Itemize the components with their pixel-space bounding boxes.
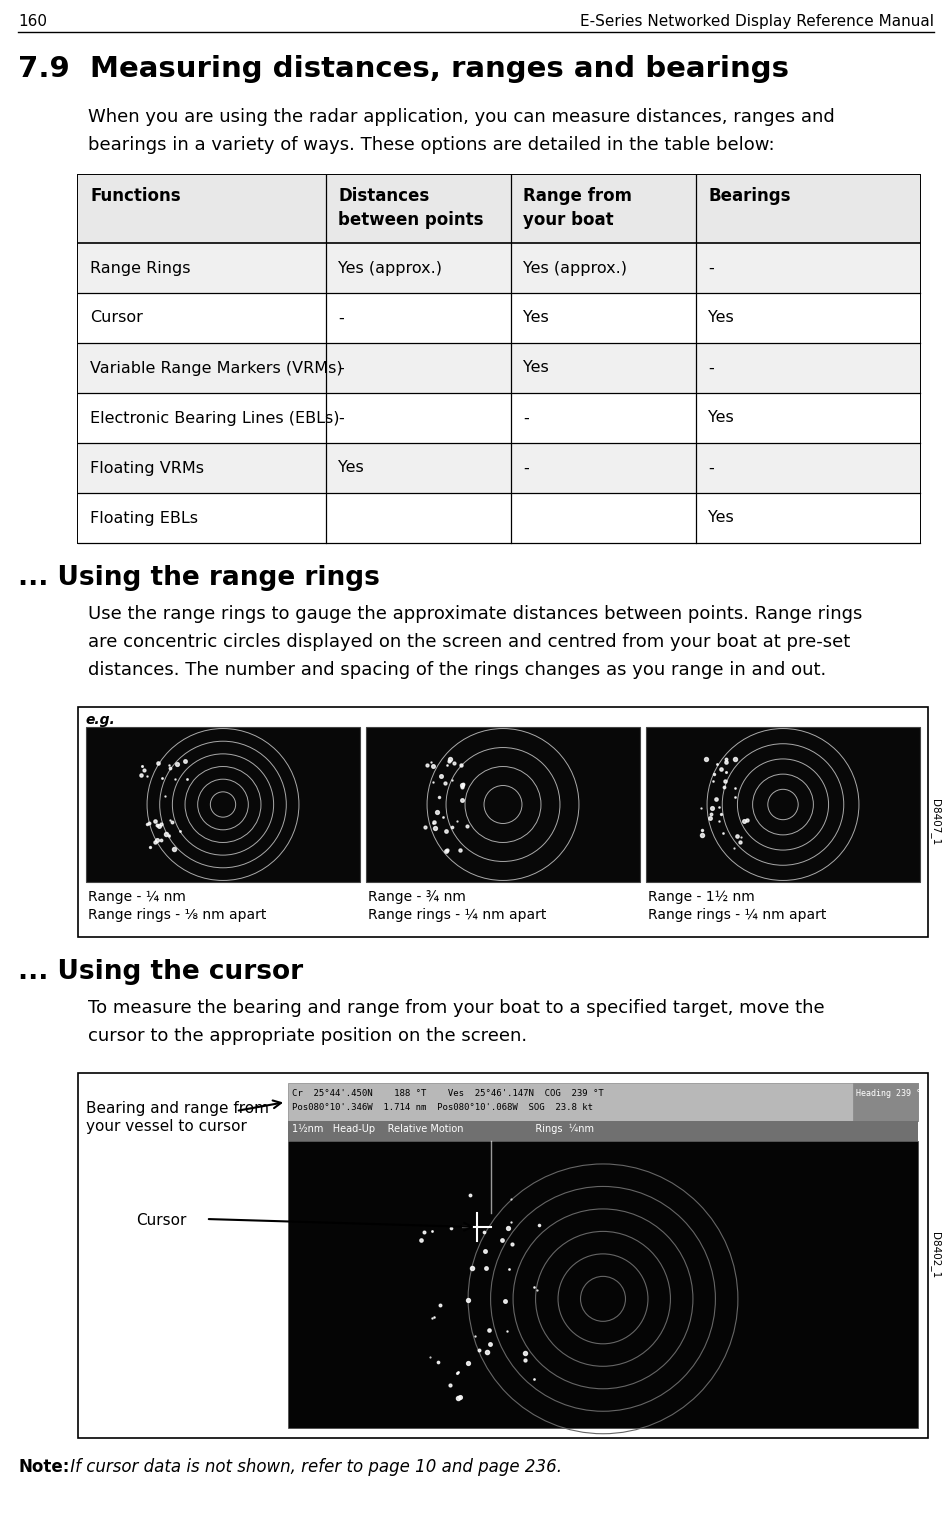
Text: If cursor data is not shown, refer to page 10 and page 236.: If cursor data is not shown, refer to pa… <box>65 1458 562 1477</box>
Text: Cursor: Cursor <box>136 1212 187 1228</box>
Text: -: - <box>708 261 714 275</box>
Text: -: - <box>338 310 344 325</box>
Bar <box>78 344 920 392</box>
Text: Bearings: Bearings <box>708 186 790 205</box>
Text: Range - ¾ nm: Range - ¾ nm <box>368 890 466 904</box>
Text: -: - <box>708 360 714 376</box>
Bar <box>78 176 920 544</box>
Text: When you are using the radar application, you can measure distances, ranges and: When you are using the radar application… <box>88 108 835 127</box>
Text: Electronic Bearing Lines (EBLs): Electronic Bearing Lines (EBLs) <box>90 411 340 426</box>
Text: -: - <box>523 461 528 475</box>
Text: e.g.: e.g. <box>86 713 116 727</box>
Text: Note:: Note: <box>18 1458 69 1477</box>
Text: Yes (approx.): Yes (approx.) <box>338 261 442 275</box>
Text: ... Using the cursor: ... Using the cursor <box>18 959 303 985</box>
Bar <box>366 727 640 883</box>
Bar <box>646 727 920 883</box>
Text: Range from
your boat: Range from your boat <box>523 186 632 229</box>
Text: Range rings - ⅛ nm apart: Range rings - ⅛ nm apart <box>88 909 267 922</box>
Text: Yes (approx.): Yes (approx.) <box>523 261 627 275</box>
Text: Range - 1½ nm: Range - 1½ nm <box>648 890 755 904</box>
Bar <box>78 293 920 344</box>
Text: Yes: Yes <box>523 360 548 376</box>
Text: your vessel to cursor: your vessel to cursor <box>86 1119 247 1135</box>
Text: Heading 239 °T: Heading 239 °T <box>856 1089 926 1098</box>
Text: distances. The number and spacing of the rings changes as you range in and out.: distances. The number and spacing of the… <box>88 661 826 680</box>
Bar <box>78 243 920 293</box>
Bar <box>78 443 920 493</box>
Text: Pos080°10'.346W  1.714 nm  Pos080°10'.068W  SOG  23.8 kt: Pos080°10'.346W 1.714 nm Pos080°10'.068W… <box>292 1102 593 1112</box>
Text: Yes: Yes <box>523 310 548 325</box>
Text: are concentric circles displayed on the screen and centred from your boat at pre: are concentric circles displayed on the … <box>88 634 850 651</box>
Text: cursor to the appropriate position on the screen.: cursor to the appropriate position on th… <box>88 1028 527 1044</box>
Text: Range Rings: Range Rings <box>90 261 190 275</box>
Bar <box>86 727 360 883</box>
Text: E-Series Networked Display Reference Manual: E-Series Networked Display Reference Man… <box>580 14 934 29</box>
Text: Yes: Yes <box>708 310 734 325</box>
Text: 1½nm   Head-Up    Relative Motion                       Rings  ¼nm: 1½nm Head-Up Relative Motion Rings ¼nm <box>292 1124 594 1135</box>
Text: Range rings - ¼ nm apart: Range rings - ¼ nm apart <box>368 909 546 922</box>
Text: Cursor: Cursor <box>90 310 143 325</box>
Text: 7.9  Measuring distances, ranges and bearings: 7.9 Measuring distances, ranges and bear… <box>18 55 789 82</box>
Text: Yes: Yes <box>338 461 364 475</box>
Bar <box>78 392 920 443</box>
Text: Distances
between points: Distances between points <box>338 186 484 229</box>
Text: D8407_1: D8407_1 <box>930 799 941 844</box>
Text: Bearing and range from: Bearing and range from <box>86 1101 269 1116</box>
Text: Use the range rings to gauge the approximate distances between points. Range rin: Use the range rings to gauge the approxi… <box>88 605 863 623</box>
Text: To measure the bearing and range from your boat to a specified target, move the: To measure the bearing and range from yo… <box>88 999 824 1017</box>
Text: -: - <box>523 411 528 426</box>
Text: -: - <box>708 461 714 475</box>
Text: D8402_1: D8402_1 <box>930 1232 941 1278</box>
Bar <box>78 176 920 243</box>
Text: Cr  25°44'.450N    188 °T    Ves  25°46'.147N  COG  239 °T: Cr 25°44'.450N 188 °T Ves 25°46'.147N CO… <box>292 1089 604 1098</box>
Text: Range - ¼ nm: Range - ¼ nm <box>88 890 186 904</box>
Text: Floating EBLs: Floating EBLs <box>90 510 198 525</box>
Bar <box>288 1083 918 1121</box>
Text: Yes: Yes <box>708 510 734 525</box>
Bar <box>78 493 920 544</box>
Text: Range rings - ¼ nm apart: Range rings - ¼ nm apart <box>648 909 826 922</box>
Text: Variable Range Markers (VRMs): Variable Range Markers (VRMs) <box>90 360 343 376</box>
Text: 160: 160 <box>18 14 47 29</box>
Text: Yes: Yes <box>708 411 734 426</box>
Text: ... Using the range rings: ... Using the range rings <box>18 565 380 591</box>
Text: Floating VRMs: Floating VRMs <box>90 461 204 475</box>
Bar <box>78 707 928 938</box>
Bar <box>853 1083 918 1121</box>
Bar <box>78 1073 928 1438</box>
Text: bearings in a variety of ways. These options are detailed in the table below:: bearings in a variety of ways. These opt… <box>88 136 775 154</box>
Text: -: - <box>338 411 344 426</box>
Bar <box>288 1121 918 1141</box>
Bar <box>288 1141 918 1428</box>
Text: Functions: Functions <box>90 186 181 205</box>
Text: -: - <box>338 360 344 376</box>
